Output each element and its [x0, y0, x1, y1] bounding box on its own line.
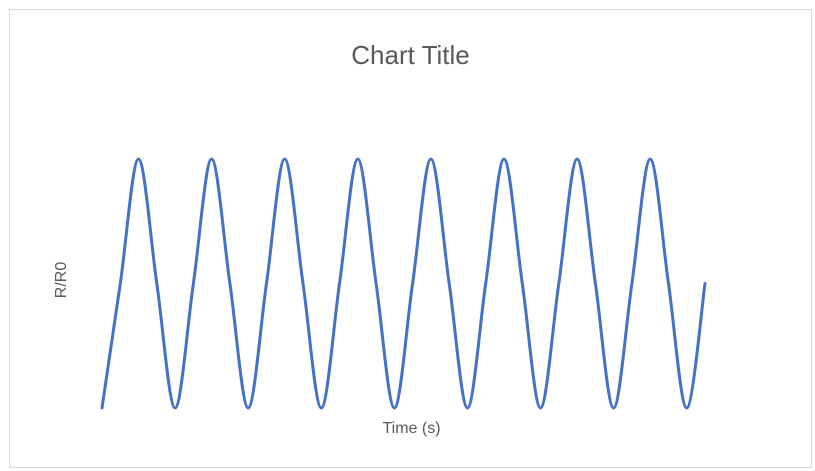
x-axis-label: Time (s): [382, 420, 441, 437]
chart-title: Chart Title: [351, 40, 470, 70]
plot-area: [100, 157, 707, 410]
chart-area: Chart Title R/R0 Time (s): [9, 9, 812, 468]
series-line-0: [100, 157, 707, 410]
